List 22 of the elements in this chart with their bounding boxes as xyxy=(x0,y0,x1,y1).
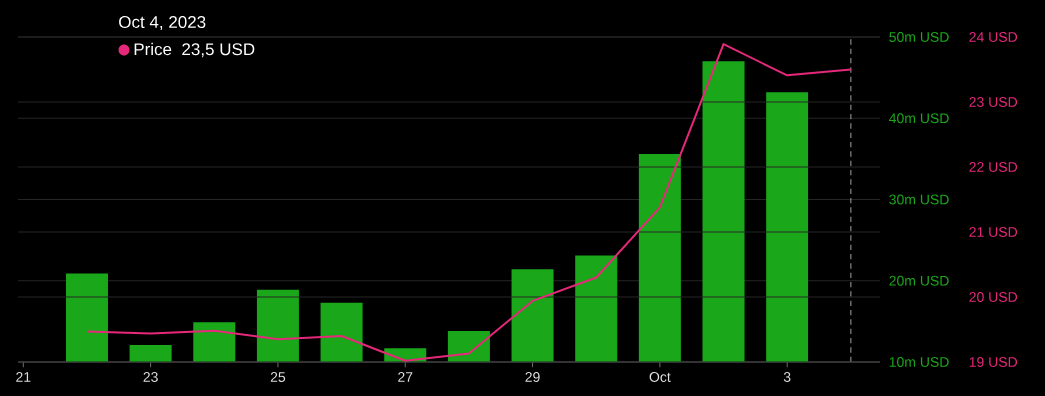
x-tick-label: 27 xyxy=(398,372,413,382)
y-tick-label: 30m USD xyxy=(889,194,949,205)
x-tick-label: 21 xyxy=(16,372,31,382)
y-tick-label: 50m USD xyxy=(889,32,949,42)
line-series xyxy=(85,43,852,362)
y2-tick-label: 23 USD xyxy=(969,97,1018,107)
x-tick-label: 3 xyxy=(783,372,791,382)
y2-tick-label: 21 USD xyxy=(969,227,1018,237)
x-tick-label: 29 xyxy=(525,372,540,382)
x-tick-label: 25 xyxy=(270,372,286,382)
y2-tick-label: 20 USD xyxy=(969,292,1018,302)
y-tick-label: 10m USD xyxy=(889,357,949,367)
y-tick-label: 40m USD xyxy=(889,113,949,124)
y2-tick-label: 24 USD xyxy=(969,32,1018,42)
x-tick-label: Oct xyxy=(649,372,671,382)
x-tick-label: 23 xyxy=(143,372,158,382)
legend-label: Price xyxy=(134,42,172,56)
y-tick-label: 20m USD xyxy=(889,275,949,286)
y2-tick-label: 22 USD xyxy=(969,162,1018,172)
y2-tick-label: 19 USD xyxy=(969,357,1018,367)
text: Oct 4, 2023 xyxy=(119,15,206,31)
annotation: 23,5 USD xyxy=(182,43,255,58)
